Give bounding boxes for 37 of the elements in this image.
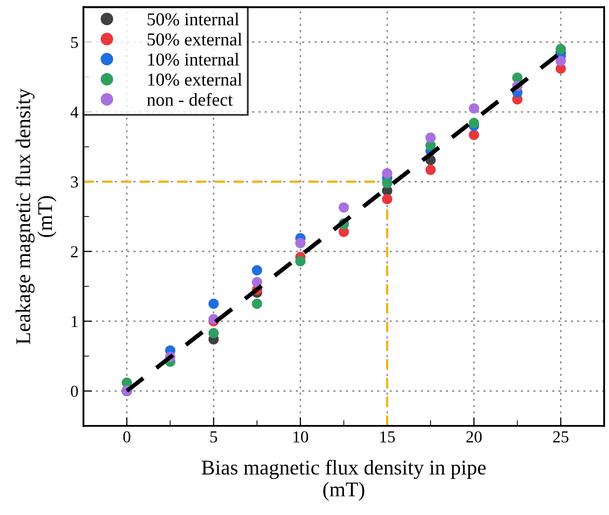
legend-label: 50% internal — [148, 12, 240, 26]
point — [252, 277, 262, 288]
point — [208, 328, 219, 338]
point — [425, 132, 436, 143]
y-tick-label: 2 — [70, 246, 78, 258]
point — [252, 298, 262, 309]
legend-label: 50% external — [148, 32, 242, 46]
point — [382, 178, 392, 188]
y-tick-label: 4 — [70, 106, 78, 118]
point — [208, 298, 219, 309]
x-tick-label: 0 — [123, 431, 130, 442]
point — [382, 168, 392, 178]
x-tick-label: 15 — [380, 431, 395, 442]
y-tick-label: 1 — [72, 316, 78, 328]
point — [556, 44, 566, 54]
point — [556, 56, 566, 66]
legend-label: non - defect — [147, 92, 233, 106]
point — [252, 265, 262, 276]
y-tick-label: 5 — [71, 36, 78, 48]
x-tick-label: 25 — [553, 431, 568, 442]
x-axis-title: Bias magnetic flux density in pipe (mT) — [202, 460, 486, 501]
point — [468, 103, 480, 114]
y-axis-title: Leakage magnetic flux density (mT) — [15, 88, 56, 344]
point — [468, 118, 480, 128]
legend-label: 10% internal — [148, 52, 240, 66]
point — [425, 164, 436, 175]
point — [382, 194, 392, 204]
y-tick-label: 0 — [70, 386, 78, 397]
x-tick-label: 10 — [294, 431, 308, 442]
x-tick-label: 20 — [466, 431, 482, 442]
point — [295, 256, 306, 266]
x-tick-label: 5 — [210, 431, 218, 442]
y-tick-label: 3 — [71, 176, 78, 188]
legend-label: 10% external — [148, 73, 242, 86]
point — [338, 202, 349, 213]
point — [295, 238, 306, 248]
point — [468, 130, 480, 140]
